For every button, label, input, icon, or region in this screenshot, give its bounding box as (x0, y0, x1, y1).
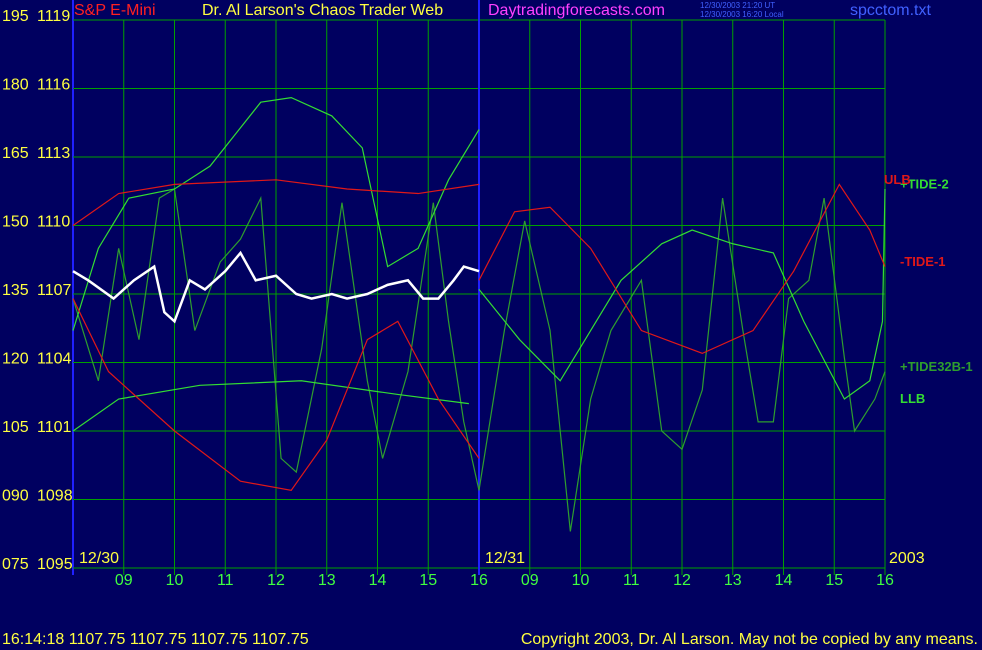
quote: 16:14:18 1107.75 1107.75 1107.75 1107.75 (2, 631, 309, 648)
y2-tick-label: 1095 (37, 556, 73, 573)
series-line (72, 380, 469, 432)
date-label: 12/31 (485, 550, 525, 567)
y2-tick-label: 1098 (37, 488, 73, 505)
y2-tick-label: 1104 (37, 351, 72, 368)
x-tick-label: 12 (673, 572, 691, 589)
legend-label: +TIDE-2 (900, 176, 949, 191)
series-line (72, 179, 480, 226)
x-tick-label: 09 (115, 572, 133, 589)
x-tick-label: 15 (825, 572, 843, 589)
series-line (478, 188, 886, 400)
x-tick-label: 10 (166, 572, 184, 589)
y-tick-label: 120 (2, 351, 29, 368)
y2-tick-label: 1116 (37, 77, 70, 94)
y2-tick-label: 1113 (37, 145, 70, 162)
x-tick-label: 13 (724, 572, 742, 589)
y-tick-label: 075 (2, 556, 29, 573)
legend-label: LLB (900, 391, 925, 406)
y2-tick-label: 1101 (37, 419, 72, 436)
site: Daytradingforecasts.com (488, 2, 665, 19)
x-tick-label: 15 (419, 572, 437, 589)
y-tick-label: 195 (2, 8, 29, 25)
series-line (72, 187, 886, 532)
legend-label: +TIDE32B-1 (900, 359, 973, 374)
symbol: S&P E-Mini (74, 2, 156, 19)
x-tick-label: 13 (318, 572, 336, 589)
date-label: 2003 (889, 550, 925, 567)
file-name: spcctom.txt (850, 2, 931, 19)
date-label: 12/30 (79, 550, 119, 567)
y2-tick-label: 1119 (37, 8, 70, 25)
y2-tick-label: 1107 (37, 282, 72, 299)
y-tick-label: 105 (2, 419, 29, 436)
x-tick-label: 16 (876, 572, 894, 589)
series-line (72, 250, 480, 324)
x-tick-label: 16 (470, 572, 488, 589)
y-tick-label: 090 (2, 488, 29, 505)
y-tick-label: 135 (2, 282, 29, 299)
y-tick-label: 180 (2, 77, 29, 94)
x-tick-label: 12 (267, 572, 285, 589)
x-tick-label: 11 (217, 572, 234, 589)
x-tick-label: 10 (572, 572, 590, 589)
y2-tick-label: 1110 (37, 214, 70, 231)
legend-label: ULB (884, 172, 911, 187)
timestamp-local: 12/30/2003 16:20 Local (700, 10, 784, 19)
x-tick-label: 11 (623, 572, 640, 589)
copyright: Copyright 2003, Dr. Al Larson. May not b… (521, 631, 978, 648)
series-line (72, 298, 480, 492)
y-tick-label: 150 (2, 214, 29, 231)
legend-label: -TIDE-1 (900, 254, 946, 269)
timestamp-ut: 12/30/2003 21:20 UT (700, 1, 775, 10)
x-tick-label: 14 (369, 572, 387, 589)
title: Dr. Al Larson's Chaos Trader Web (202, 2, 443, 19)
x-tick-label: 14 (775, 572, 793, 589)
series-line (478, 183, 886, 355)
series-line (72, 97, 480, 331)
x-tick-label: 09 (521, 572, 539, 589)
y-tick-label: 165 (2, 145, 29, 162)
